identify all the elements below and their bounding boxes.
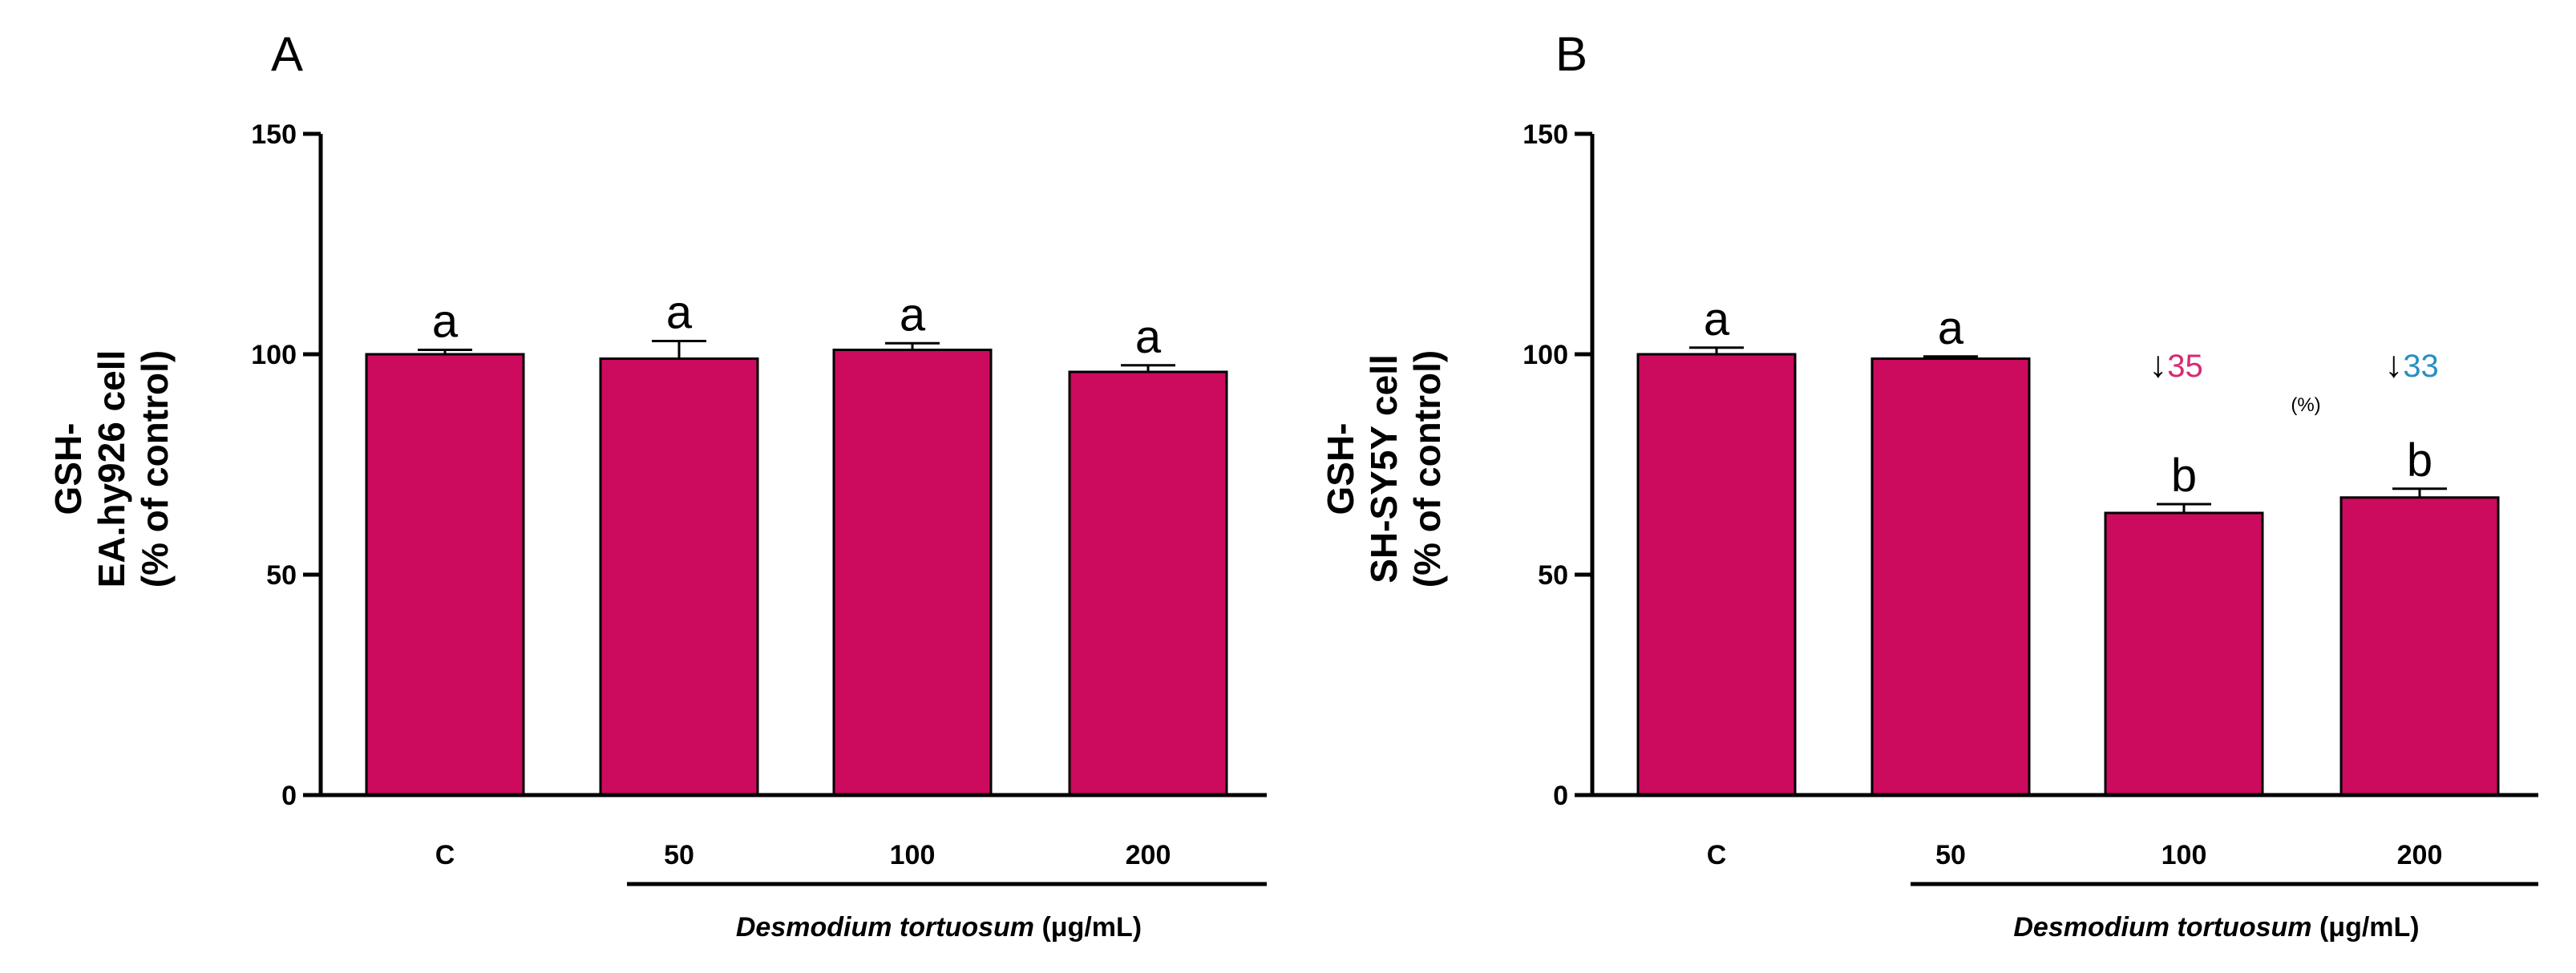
- bar-100: [2104, 511, 2264, 797]
- bar-200: [1068, 370, 1228, 797]
- down-arrow-icon: ↓: [2384, 343, 2403, 385]
- annotation-unit: (%): [2291, 394, 2320, 416]
- x-tick-label: 50: [664, 840, 694, 870]
- x-tick-label: C: [435, 840, 455, 870]
- group-label-italic: Desmodium tortuosum: [736, 912, 1034, 943]
- y-tick-label: 0: [1553, 781, 1568, 811]
- bar-50: [599, 357, 759, 797]
- group-label-italic: Desmodium tortuosum: [2013, 912, 2311, 943]
- x-tick-label: 200: [2397, 840, 2443, 870]
- significance-letter: a: [1135, 311, 1162, 363]
- y-axis-label-line: (% of control): [1406, 350, 1448, 587]
- significance-letter: a: [432, 296, 459, 348]
- percent-change-value: 33: [2403, 349, 2439, 384]
- panel-letter: A: [271, 27, 303, 81]
- y-tick-label: 50: [266, 560, 297, 591]
- significance-letter: a: [900, 289, 926, 341]
- bar-200: [2339, 496, 2500, 797]
- bar-C: [1636, 353, 1797, 797]
- y-tick-label: 100: [251, 340, 297, 370]
- y-axis-label-line: GSH-: [47, 423, 89, 515]
- y-axis-label-line: EA.hy926 cell: [91, 350, 132, 588]
- y-tick-label: 50: [1538, 560, 1568, 591]
- y-axis-label: GSH-SH-SY5Y cell(% of control): [1320, 350, 1448, 587]
- y-tick-label: 100: [1523, 340, 1568, 370]
- panel-a: Aa Ca 50 a 100 a 200 0 50 100 150 GSH-EA.hy926 cell…: [47, 27, 1267, 943]
- group-label: Desmodium tortuosum (μg/mL): [2013, 912, 2419, 943]
- y-tick-label: 0: [281, 781, 297, 811]
- bar-50: [1870, 357, 2031, 797]
- panel-letter: B: [1555, 27, 1587, 81]
- significance-letter: a: [666, 287, 693, 339]
- significance-letter: a: [1938, 302, 1964, 354]
- x-tick-label: 200: [1126, 840, 1171, 870]
- x-tick-label: C: [1707, 840, 1727, 870]
- percent-change-annotation: ↓35: [2149, 343, 2203, 385]
- group-label-unit: (μg/mL): [2312, 912, 2420, 943]
- group-label-unit: (μg/mL): [1034, 912, 1142, 943]
- x-tick-label: 100: [2161, 840, 2207, 870]
- x-tick-label: 50: [1935, 840, 1966, 870]
- y-axis-label-line: GSH-: [1320, 423, 1361, 515]
- percent-change-annotation: ↓33: [2384, 343, 2439, 385]
- y-axis-label: GSH-EA.hy926 cell(% of control): [47, 350, 176, 588]
- y-axis-label-line: SH-SY5Y cell: [1363, 354, 1405, 583]
- y-tick-label: 150: [1523, 119, 1568, 150]
- down-arrow-icon: ↓: [2149, 343, 2167, 385]
- significance-letter: a: [1704, 293, 1730, 345]
- significance-letter: b: [2407, 434, 2432, 486]
- y-axis-label-line: (% of control): [134, 350, 176, 587]
- significance-letter: b: [2171, 450, 2197, 502]
- group-label: Desmodium tortuosum (μg/mL): [736, 912, 1142, 943]
- bar-C: [365, 353, 525, 797]
- y-tick-label: 150: [251, 119, 297, 150]
- bar-100: [832, 349, 993, 797]
- x-tick-label: 100: [890, 840, 936, 870]
- percent-change-value: 35: [2167, 349, 2203, 384]
